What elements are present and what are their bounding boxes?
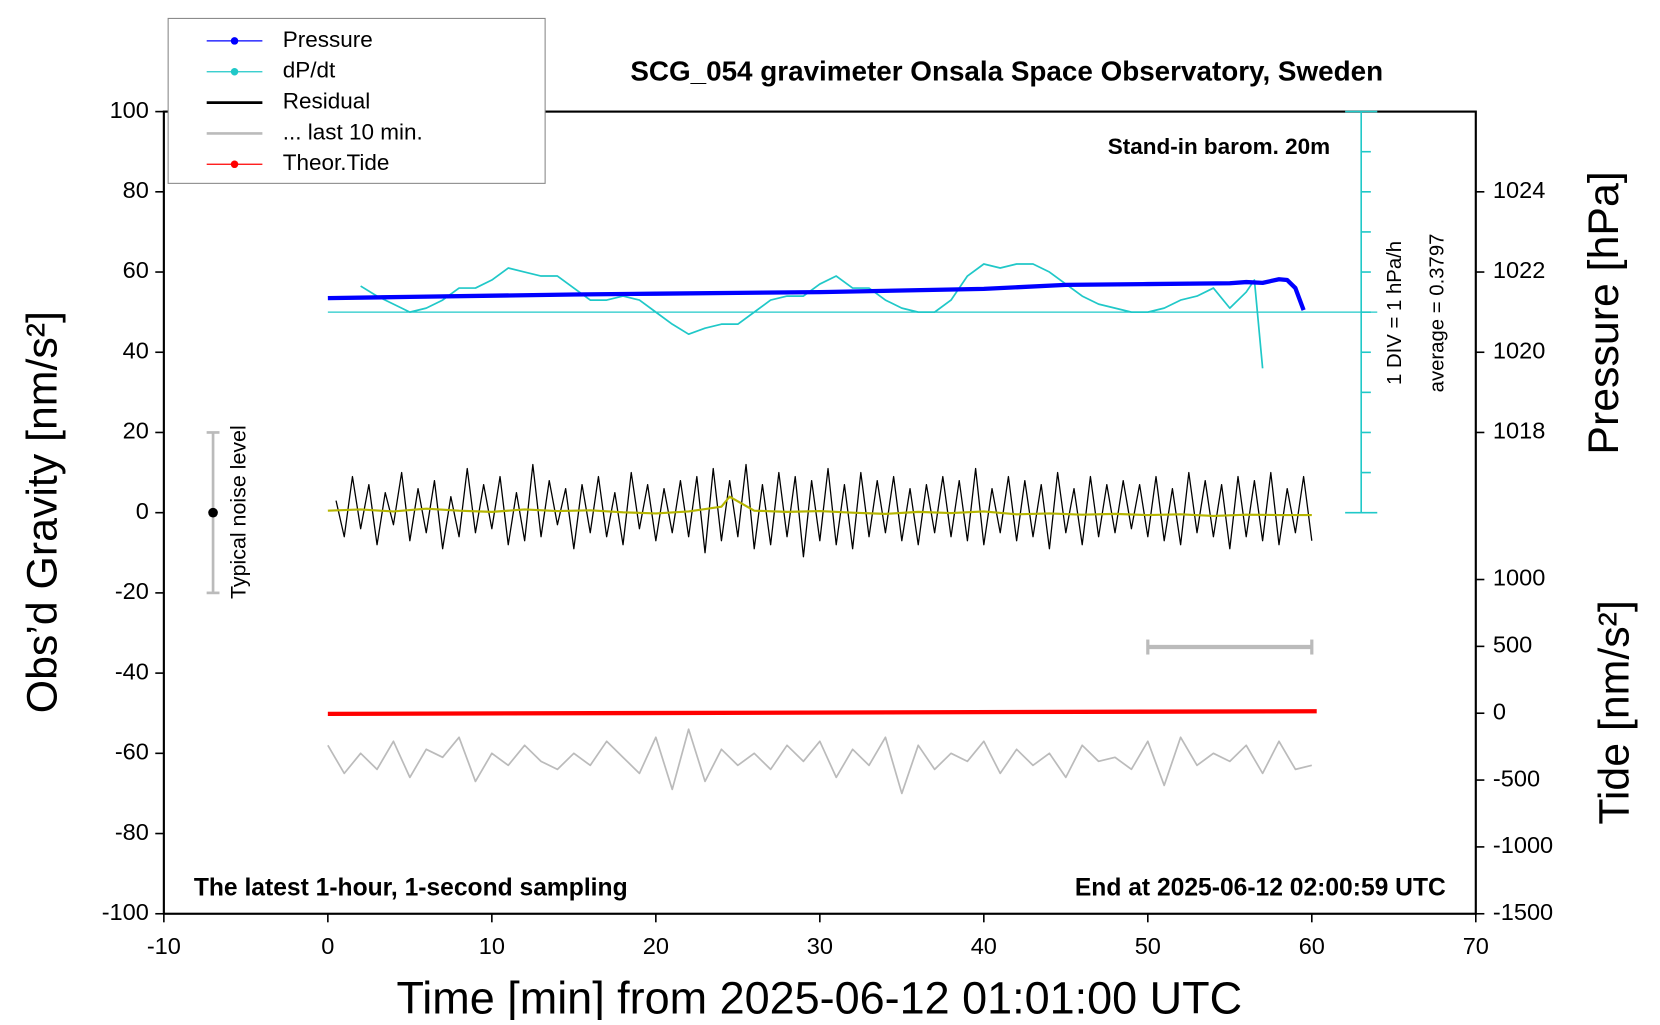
y-tick-label: -80 — [115, 819, 149, 845]
annotation: End at 2025-06-12 02:00:59 UTC — [1075, 875, 1446, 902]
legend-label: Pressure — [283, 27, 373, 52]
y-tick-label: 60 — [123, 257, 149, 283]
annotation: Typical noise level — [227, 425, 251, 599]
legend-label: ... last 10 min. — [283, 119, 423, 144]
pressure-tick-label: 1024 — [1493, 177, 1545, 203]
y-tick-label: 80 — [123, 177, 149, 203]
x-tick-label: -10 — [147, 933, 181, 959]
noise-center — [208, 507, 218, 518]
plot-frame — [162, 110, 1477, 915]
annotation: Stand-in barom. 20m — [1108, 134, 1330, 159]
annotation: average = 0.3797 — [1427, 234, 1449, 393]
tide-tick-label: 500 — [1493, 632, 1532, 658]
x-tick-label: 30 — [807, 933, 833, 959]
y-tick-label: -100 — [102, 899, 149, 925]
tide-tick-label: 1000 — [1493, 565, 1545, 591]
y-tick-label: -60 — [115, 739, 149, 765]
pressure-axis-title: Pressure [hPa] — [1580, 171, 1628, 454]
x-tick-label: 40 — [971, 933, 997, 959]
legend-label: Theor.Tide — [283, 150, 390, 175]
x-tick-label: 0 — [321, 933, 334, 959]
series-line — [327, 728, 1313, 795]
x-tick-label: 20 — [643, 933, 669, 959]
legend-marker — [230, 37, 239, 45]
pressure-tick-label: 1018 — [1493, 418, 1545, 444]
y-tick-label: 100 — [110, 97, 149, 123]
chart-title: SCG_054 gravimeter Onsala Space Observat… — [630, 55, 1383, 86]
series-line — [327, 277, 1306, 311]
legend-marker — [230, 68, 239, 76]
legend-marker — [230, 160, 239, 169]
y-tick-label: 40 — [123, 337, 149, 363]
annotation: The latest 1-hour, 1-second sampling — [194, 875, 628, 902]
legend-label: dP/dt — [283, 58, 336, 83]
series-line — [327, 709, 1317, 717]
series-line — [335, 463, 1313, 558]
pressure-tick-label: 1022 — [1493, 257, 1545, 283]
x-axis-title: Time [min] from 2025-06-12 01:01:00 UTC — [396, 972, 1242, 1020]
y-tick-label: 0 — [136, 498, 149, 524]
x-tick-label: 10 — [479, 933, 505, 959]
y-tick-label: -40 — [115, 658, 149, 684]
series-line — [327, 495, 1312, 517]
legend — [167, 17, 546, 184]
legend-label: Residual — [283, 89, 371, 114]
annotation: 1 DIV = 1 hPa/h — [1384, 241, 1406, 385]
y-tick-label: 20 — [123, 418, 149, 444]
pressure-tick-label: 1020 — [1493, 337, 1545, 363]
tide-tick-label: -500 — [1493, 765, 1540, 791]
x-tick-label: 60 — [1299, 933, 1325, 959]
series-line — [360, 263, 1264, 369]
x-tick-label: 50 — [1135, 933, 1161, 959]
y-axis-title: Obs’d Gravity [nm/s²] — [18, 311, 66, 713]
x-tick-label: 70 — [1463, 933, 1489, 959]
tide-axis-title: Tide [nm/s²] — [1590, 600, 1638, 825]
tide-tick-label: -1000 — [1493, 832, 1553, 858]
tide-tick-label: -1500 — [1493, 899, 1553, 925]
tide-tick-label: 0 — [1493, 698, 1506, 724]
y-tick-label: -20 — [115, 578, 149, 604]
